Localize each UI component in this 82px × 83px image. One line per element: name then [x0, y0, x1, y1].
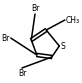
Text: CH₃: CH₃ [66, 16, 80, 24]
Text: Br: Br [31, 4, 39, 13]
Text: Br: Br [18, 69, 26, 78]
Text: Br: Br [1, 34, 10, 42]
Text: S: S [60, 42, 65, 50]
